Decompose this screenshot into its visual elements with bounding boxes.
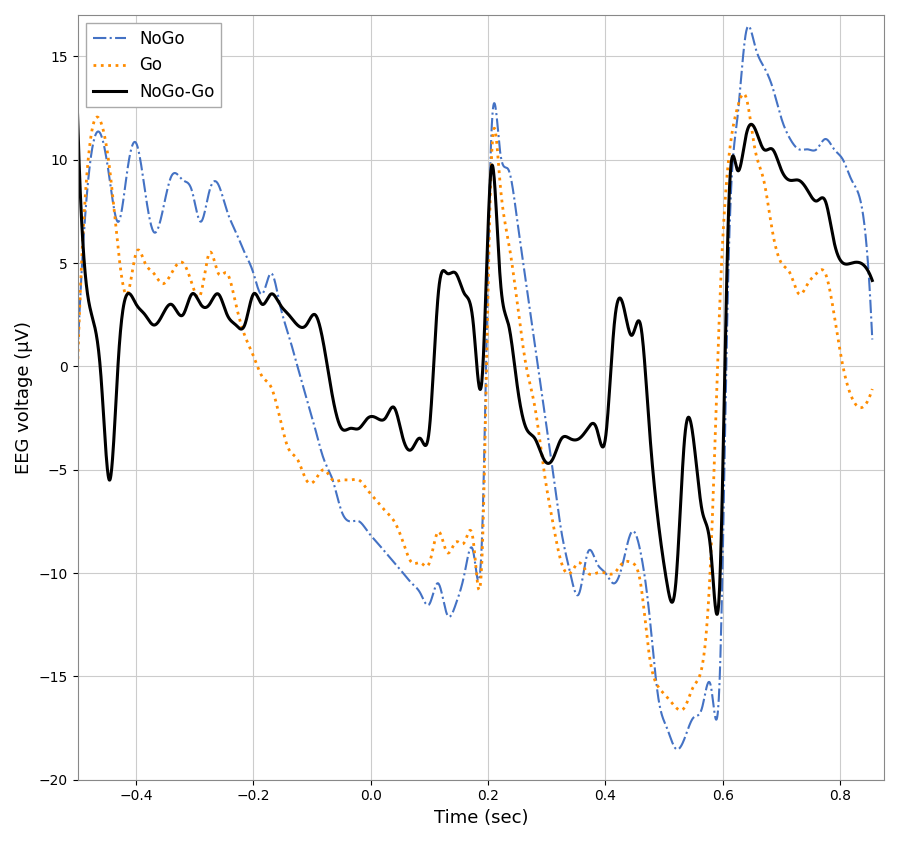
NoGo-Go bbox=[867, 275, 877, 285]
Go bbox=[738, 88, 749, 99]
Go bbox=[675, 705, 686, 715]
Legend: NoGo, Go, NoGo-Go: NoGo, Go, NoGo-Go bbox=[86, 24, 221, 107]
Go bbox=[844, 386, 855, 397]
NoGo bbox=[458, 571, 469, 581]
NoGo bbox=[112, 217, 123, 227]
Y-axis label: EEG voltage (μV): EEG voltage (μV) bbox=[15, 321, 33, 474]
Go bbox=[699, 652, 709, 662]
NoGo bbox=[867, 334, 877, 344]
Line: NoGo-Go: NoGo-Go bbox=[77, 115, 872, 615]
Go bbox=[867, 384, 877, 394]
NoGo-Go bbox=[438, 266, 449, 276]
NoGo bbox=[845, 172, 856, 182]
NoGo bbox=[438, 594, 449, 604]
NoGo-Go bbox=[698, 511, 708, 521]
NoGo-Go bbox=[844, 258, 855, 269]
NoGo bbox=[672, 744, 683, 754]
NoGo bbox=[699, 695, 709, 706]
X-axis label: Time (sec): Time (sec) bbox=[433, 809, 528, 827]
NoGo bbox=[72, 351, 83, 361]
NoGo bbox=[743, 21, 754, 31]
NoGo-Go bbox=[458, 288, 469, 298]
NoGo-Go bbox=[844, 258, 855, 269]
Go bbox=[458, 538, 469, 548]
NoGo-Go bbox=[72, 109, 83, 120]
Go bbox=[112, 243, 123, 253]
Line: Go: Go bbox=[77, 93, 872, 710]
Go bbox=[72, 361, 83, 371]
NoGo-Go bbox=[112, 359, 123, 369]
Go bbox=[438, 536, 449, 546]
NoGo bbox=[844, 170, 855, 180]
Line: NoGo: NoGo bbox=[77, 26, 872, 749]
NoGo-Go bbox=[711, 610, 722, 620]
Go bbox=[845, 388, 856, 398]
